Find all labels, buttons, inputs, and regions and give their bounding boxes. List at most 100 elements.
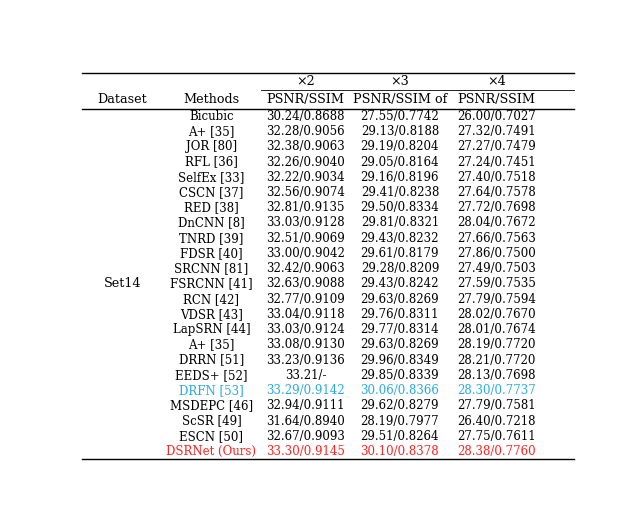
Text: 33.29/0.9142: 33.29/0.9142 [266, 384, 345, 397]
Text: 29.43/0.8232: 29.43/0.8232 [361, 232, 439, 245]
Text: 28.13/0.7698: 28.13/0.7698 [458, 369, 536, 382]
Text: 29.28/0.8209: 29.28/0.8209 [361, 262, 439, 275]
Text: 27.64/0.7578: 27.64/0.7578 [457, 186, 536, 199]
Text: RED [38]: RED [38] [184, 201, 239, 214]
Text: CSCN [37]: CSCN [37] [179, 186, 244, 199]
Text: 29.81/0.8321: 29.81/0.8321 [361, 216, 439, 229]
Text: 33.08/0.9130: 33.08/0.9130 [266, 339, 345, 351]
Text: 32.28/0.9056: 32.28/0.9056 [266, 125, 345, 138]
Text: 28.38/0.7760: 28.38/0.7760 [458, 445, 536, 458]
Text: 27.86/0.7500: 27.86/0.7500 [457, 247, 536, 260]
Text: 28.19/0.7977: 28.19/0.7977 [360, 415, 439, 427]
Text: 29.63/0.8269: 29.63/0.8269 [360, 292, 439, 306]
Text: RCN [42]: RCN [42] [184, 292, 239, 306]
Text: SRCNN [81]: SRCNN [81] [174, 262, 248, 275]
Text: Methods: Methods [184, 93, 239, 106]
Text: ESCN [50]: ESCN [50] [179, 430, 243, 443]
Text: Bicubic: Bicubic [189, 110, 234, 123]
Text: 27.59/0.7535: 27.59/0.7535 [457, 277, 536, 290]
Text: TNRD [39]: TNRD [39] [179, 232, 244, 245]
Text: PSNR/SSIM of: PSNR/SSIM of [353, 93, 447, 106]
Text: PSNR/SSIM: PSNR/SSIM [458, 93, 536, 106]
Text: 29.19/0.8204: 29.19/0.8204 [361, 140, 439, 153]
Text: 27.49/0.7503: 27.49/0.7503 [457, 262, 536, 275]
Text: 33.03/0.9124: 33.03/0.9124 [266, 323, 345, 336]
Text: MSDEPC [46]: MSDEPC [46] [170, 400, 253, 412]
Text: 30.24/0.8688: 30.24/0.8688 [266, 110, 345, 123]
Text: 27.79/0.7581: 27.79/0.7581 [458, 400, 536, 412]
Text: 30.06/0.8366: 30.06/0.8366 [360, 384, 439, 397]
Text: 32.51/0.9069: 32.51/0.9069 [266, 232, 345, 245]
Text: ScSR [49]: ScSR [49] [182, 415, 241, 427]
Text: 31.64/0.8940: 31.64/0.8940 [266, 415, 345, 427]
Text: 32.94/0.9111: 32.94/0.9111 [266, 400, 345, 412]
Text: 29.13/0.8188: 29.13/0.8188 [361, 125, 439, 138]
Text: 27.66/0.7563: 27.66/0.7563 [457, 232, 536, 245]
Text: DRRN [51]: DRRN [51] [179, 354, 244, 366]
Text: 29.76/0.8311: 29.76/0.8311 [361, 308, 439, 321]
Text: 32.42/0.9063: 32.42/0.9063 [266, 262, 345, 275]
Text: 28.21/0.7720: 28.21/0.7720 [458, 354, 536, 366]
Text: 26.40/0.7218: 26.40/0.7218 [458, 415, 536, 427]
Text: FSRCNN [41]: FSRCNN [41] [170, 277, 253, 290]
Text: 29.63/0.8269: 29.63/0.8269 [360, 339, 439, 351]
Text: PSNR/SSIM: PSNR/SSIM [267, 93, 345, 106]
Text: 32.22/0.9034: 32.22/0.9034 [266, 171, 345, 184]
Text: ×4: ×4 [487, 75, 506, 88]
Text: 27.27/0.7479: 27.27/0.7479 [457, 140, 536, 153]
Text: 28.04/0.7672: 28.04/0.7672 [458, 216, 536, 229]
Text: 33.00/0.9042: 33.00/0.9042 [266, 247, 345, 260]
Text: RFL [36]: RFL [36] [185, 155, 238, 169]
Text: 29.77/0.8314: 29.77/0.8314 [360, 323, 439, 336]
Text: 32.77/0.9109: 32.77/0.9109 [266, 292, 345, 306]
Text: 27.40/0.7518: 27.40/0.7518 [458, 171, 536, 184]
Text: 27.75/0.7611: 27.75/0.7611 [458, 430, 536, 443]
Text: 29.16/0.8196: 29.16/0.8196 [361, 171, 439, 184]
Text: 29.41/0.8238: 29.41/0.8238 [361, 186, 439, 199]
Text: 32.81/0.9135: 32.81/0.9135 [266, 201, 345, 214]
Text: A+ [35]: A+ [35] [188, 125, 235, 138]
Text: 28.02/0.7670: 28.02/0.7670 [458, 308, 536, 321]
Text: 29.50/0.8334: 29.50/0.8334 [360, 201, 439, 214]
Text: 27.72/0.7698: 27.72/0.7698 [458, 201, 536, 214]
Text: 32.26/0.9040: 32.26/0.9040 [266, 155, 345, 169]
Text: LapSRN [44]: LapSRN [44] [173, 323, 250, 336]
Text: SelfEx [33]: SelfEx [33] [179, 171, 244, 184]
Text: 28.19/0.7720: 28.19/0.7720 [458, 339, 536, 351]
Text: 29.05/0.8164: 29.05/0.8164 [360, 155, 439, 169]
Text: 33.04/0.9118: 33.04/0.9118 [266, 308, 345, 321]
Text: 26.00/0.7027: 26.00/0.7027 [457, 110, 536, 123]
Text: JOR [80]: JOR [80] [186, 140, 237, 153]
Text: 30.10/0.8378: 30.10/0.8378 [360, 445, 439, 458]
Text: 29.61/0.8179: 29.61/0.8179 [361, 247, 439, 260]
Text: ×3: ×3 [390, 75, 410, 88]
Text: 33.03/0.9128: 33.03/0.9128 [266, 216, 345, 229]
Text: EEDS+ [52]: EEDS+ [52] [175, 369, 248, 382]
Text: 27.55/0.7742: 27.55/0.7742 [360, 110, 439, 123]
Text: ×2: ×2 [296, 75, 315, 88]
Text: A+ [35]: A+ [35] [188, 339, 235, 351]
Text: 29.51/0.8264: 29.51/0.8264 [361, 430, 439, 443]
Text: FDSR [40]: FDSR [40] [180, 247, 243, 260]
Text: 29.62/0.8279: 29.62/0.8279 [361, 400, 439, 412]
Text: 33.30/0.9145: 33.30/0.9145 [266, 445, 345, 458]
Text: 27.24/0.7451: 27.24/0.7451 [458, 155, 536, 169]
Text: 28.01/0.7674: 28.01/0.7674 [458, 323, 536, 336]
Text: 28.30/0.7737: 28.30/0.7737 [457, 384, 536, 397]
Text: DRFN [53]: DRFN [53] [179, 384, 244, 397]
Text: 29.96/0.8349: 29.96/0.8349 [360, 354, 439, 366]
Text: VDSR [43]: VDSR [43] [180, 308, 243, 321]
Text: DnCNN [8]: DnCNN [8] [178, 216, 245, 229]
Text: 32.38/0.9063: 32.38/0.9063 [266, 140, 345, 153]
Text: 27.32/0.7491: 27.32/0.7491 [458, 125, 536, 138]
Text: Dataset: Dataset [97, 93, 147, 106]
Text: 29.85/0.8339: 29.85/0.8339 [360, 369, 439, 382]
Text: DSRNet (Ours): DSRNet (Ours) [166, 445, 257, 458]
Text: 33.23/0.9136: 33.23/0.9136 [266, 354, 345, 366]
Text: 33.21/-: 33.21/- [285, 369, 326, 382]
Text: Set14: Set14 [104, 277, 141, 290]
Text: 27.79/0.7594: 27.79/0.7594 [457, 292, 536, 306]
Text: 32.67/0.9093: 32.67/0.9093 [266, 430, 345, 443]
Text: 32.56/0.9074: 32.56/0.9074 [266, 186, 345, 199]
Text: 32.63/0.9088: 32.63/0.9088 [266, 277, 345, 290]
